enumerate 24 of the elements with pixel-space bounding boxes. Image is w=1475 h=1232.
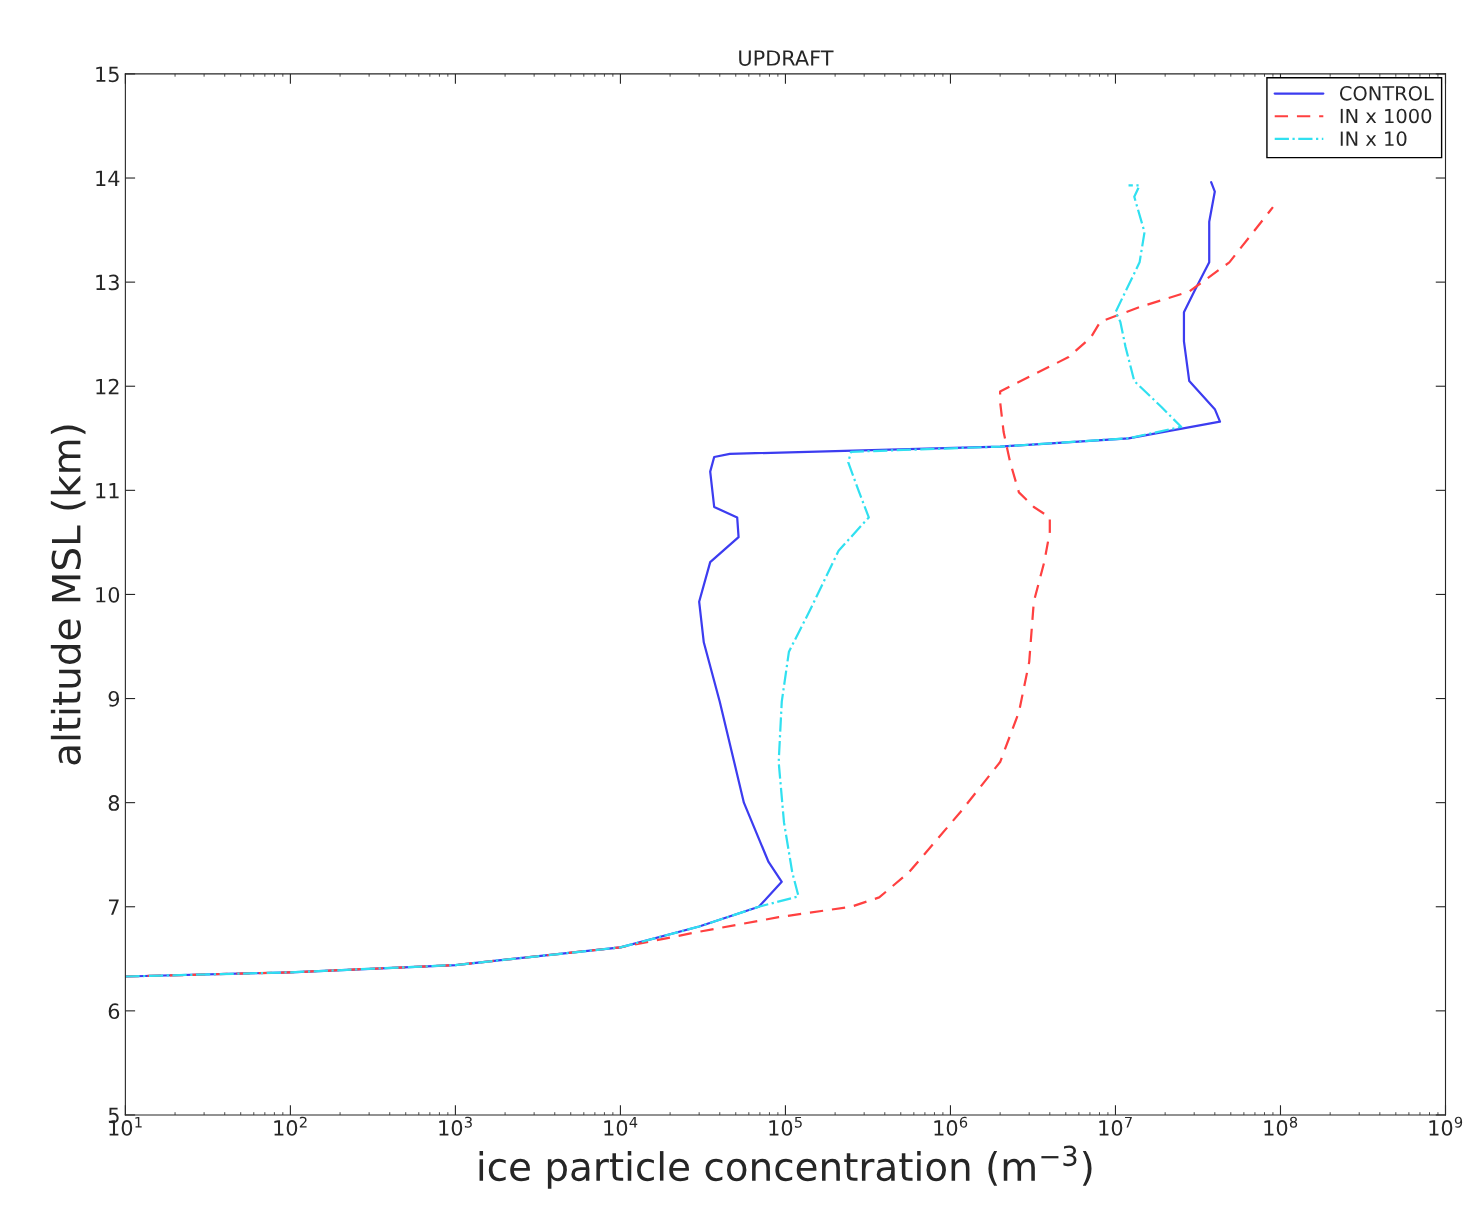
y-tick-label: 11: [96, 483, 119, 499]
x-tick-label: 10$^{4}$: [604, 1116, 638, 1136]
x-tick-label: 10$^{2}$: [274, 1116, 307, 1136]
x-tick-label: 10$^{6}$: [934, 1116, 968, 1136]
legend-label: IN x 1000: [1340, 108, 1432, 124]
x-tick-label: 10$^{3}$: [439, 1116, 472, 1136]
y-tick-label: 10: [96, 586, 120, 603]
x-tick-label: 10$^{5}$: [769, 1116, 802, 1136]
y-tick-label: 8: [108, 795, 120, 811]
y-tick-label: 7: [108, 899, 119, 915]
legend-label: CONTROL: [1339, 85, 1434, 101]
y-tick-label: 6: [108, 1003, 120, 1020]
y-tick-label: 15: [96, 66, 119, 83]
legend-label: IN x 10: [1340, 131, 1407, 147]
y-tick-label: 14: [96, 170, 120, 186]
y-tick-label: 12: [96, 378, 119, 395]
x-axis-title: ice particle concentration (m$^{−3}$): [479, 1145, 1092, 1189]
y-tick-label: 9: [108, 691, 120, 707]
y-axis-title: altitude MSL (km): [50, 425, 86, 765]
x-tick-label: 10$^{7}$: [1099, 1116, 1132, 1136]
chart-title: UPDRAFT: [739, 50, 834, 66]
y-tick-label: 13: [96, 274, 119, 291]
x-tick-label: 10$^{9}$: [1429, 1116, 1463, 1136]
x-tick-label: 10$^{8}$: [1264, 1116, 1298, 1136]
